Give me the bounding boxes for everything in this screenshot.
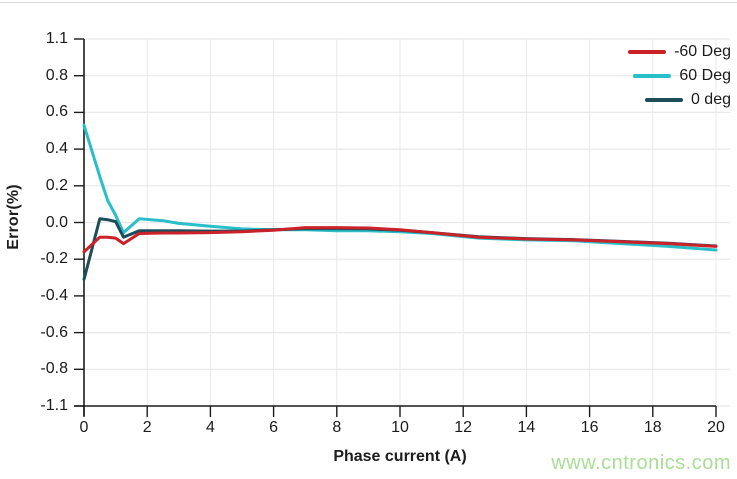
- axes: [74, 38, 717, 417]
- x-tick-label: 16: [580, 419, 599, 436]
- x-axis-title: Phase current (A): [333, 448, 467, 465]
- y-tick-label: 0.0: [45, 213, 68, 231]
- y-tick-label: -0.8: [40, 360, 68, 378]
- y-tick-label: -1.1: [40, 397, 68, 414]
- y-tick-label: 0.2: [45, 176, 68, 194]
- series-lines: [82, 123, 718, 281]
- series-line--60-deg: [82, 226, 718, 254]
- legend: -60 Deg 60 Deg 0 deg: [628, 42, 731, 109]
- x-tick-label: 12: [454, 419, 473, 436]
- x-tick-label: 14: [517, 419, 536, 436]
- legend-swatch: [633, 73, 672, 78]
- legend-item: -60 Deg: [628, 42, 731, 61]
- legend-label: 60 Deg: [679, 66, 731, 84]
- y-tick-label: 0.6: [45, 103, 68, 121]
- legend-label: -60 Deg: [674, 42, 731, 60]
- top-border-line: [0, 2, 737, 3]
- legend-swatch: [644, 97, 683, 102]
- y-tick-label: -0.2: [40, 250, 68, 268]
- x-tick-label: 8: [332, 419, 342, 436]
- x-tick-label: 10: [391, 419, 409, 436]
- x-tick-label: 0: [79, 419, 89, 436]
- y-tick-label: -0.4: [40, 286, 68, 304]
- y-tick-label: 0.8: [45, 66, 68, 84]
- x-tick-label: 4: [205, 419, 215, 436]
- x-tick-label: 20: [707, 419, 725, 436]
- legend-swatch: [628, 49, 667, 54]
- y-tick-label: 1.1: [45, 30, 68, 47]
- y-tick-label: -0.6: [40, 323, 68, 341]
- x-tick-label: 2: [142, 419, 152, 436]
- watermark: www.cntronics.com: [551, 452, 731, 474]
- y-tick-label: 0.4: [45, 140, 68, 158]
- legend-label: 0 deg: [690, 90, 731, 108]
- legend-item: 0 deg: [628, 90, 731, 109]
- x-tick-label: 6: [269, 419, 279, 436]
- x-tick-label: 18: [643, 419, 662, 436]
- legend-item: 60 Deg: [628, 66, 731, 85]
